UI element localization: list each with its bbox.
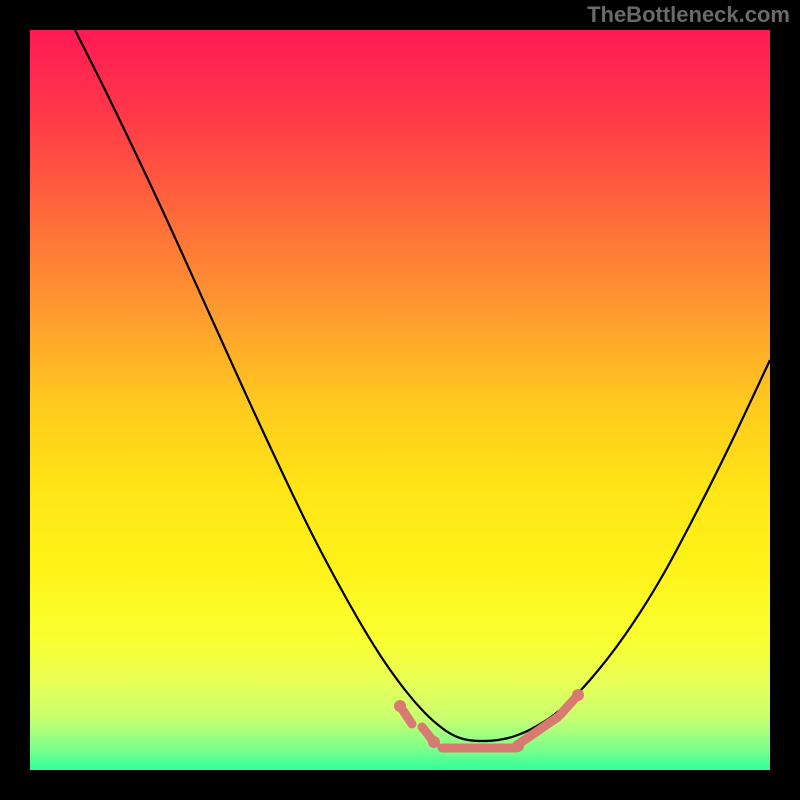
highlight-dot	[394, 700, 406, 712]
plot-gradient	[30, 30, 770, 770]
highlight-dot	[512, 740, 524, 752]
watermark-text: TheBottleneck.com	[587, 2, 790, 28]
chart-svg	[0, 0, 800, 800]
highlight-dot	[428, 736, 440, 748]
chart-frame: TheBottleneck.com	[0, 0, 800, 800]
highlight-dot	[572, 689, 584, 701]
